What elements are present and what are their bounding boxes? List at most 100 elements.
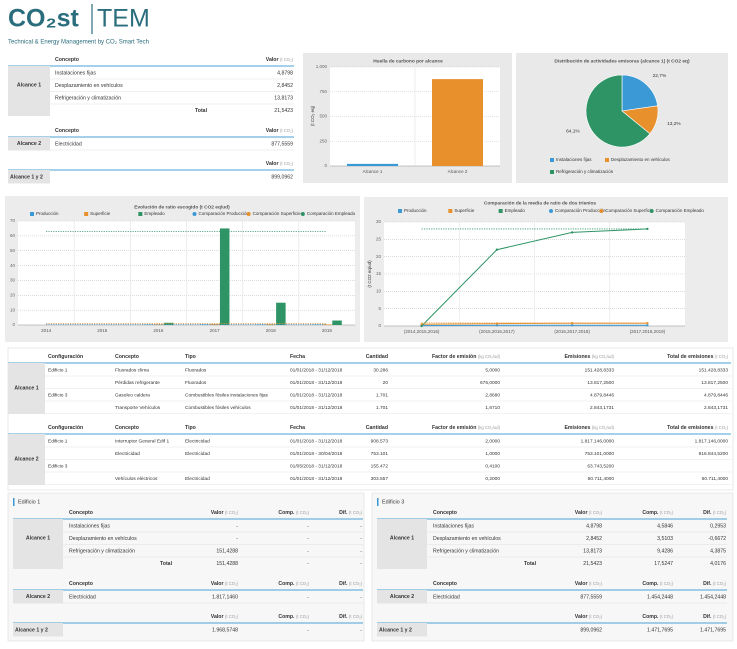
cell: 1.471,7695 [647,627,673,633]
row-label-cell [8,434,45,485]
x-tick-label: Alcance 2 [448,169,468,174]
column-header: Concepto [69,510,93,516]
cell: 2.843,1731 [590,405,614,411]
cell: Refrigeración y climatización [69,548,135,554]
row-label: Alcance 1 [26,536,50,542]
column-header: Tipo [185,354,196,360]
header-label: Valor [575,581,588,587]
column-header: Tipo [185,425,196,431]
column-header: Dif. (t CO₂) [703,581,726,587]
y-tick-label: 25 [376,237,382,242]
header-unit: (t CO₂) [660,510,674,515]
y-tick-label: 10 [376,289,382,294]
column-header: Concepto [69,581,93,587]
column-header: Concepto [433,510,457,516]
row-label: Alcance 1 y 2 [379,627,412,633]
header-unit: (t CO₂) [225,581,239,586]
cell: 2,8680 [485,392,500,398]
column-header: Emisiones (kg CO₂/ud) [564,425,614,431]
cell: - [307,594,309,600]
legend-marker [448,209,453,213]
header-unit: (t CO₂) [296,581,310,586]
panel-title: Edificio 1 [18,499,40,505]
legend-marker [300,212,305,216]
header-label: Valor [211,510,224,516]
y-tick-label: 60 [10,233,16,238]
header-label: Concepto [433,581,457,587]
header-unit: (t CO₂) [280,128,294,133]
y-tick-label: 20 [376,254,382,259]
x-tick-label: (2016,2017,2018) [554,329,590,334]
cell: 13,8173 [274,95,293,101]
point [420,323,423,326]
cell: 01/01/2018 - 30/04/2018 [290,451,343,457]
cell: 01/01/2018 - 31/12/2018 [290,438,343,444]
column-header: Comp. (t CO₂) [278,581,309,587]
cell: 0,4100 [485,463,500,469]
cell: - [360,548,362,554]
header-label: Concepto [69,510,93,516]
cell: 2,8452 [586,536,602,542]
cell: - [360,536,362,542]
logo: CO₂st [8,5,80,33]
point [646,322,649,325]
y-tick-label: 40 [10,263,16,268]
cell: - [236,523,238,529]
row-label-cell [377,519,427,569]
line [421,228,648,327]
column-header: Cantidad [366,425,388,431]
total-label: Total [160,561,173,567]
header-unit: (t CO₂) [349,510,363,515]
cell: 753.101 [371,451,389,457]
x-tick-label: 2019 [322,328,333,333]
tagline: Technical & Energy Management by CO₂ Sma… [8,40,149,46]
cell: 3,5103 [657,536,673,542]
bar [347,163,398,166]
chart-title: Comparación de la media de ratio de dos … [484,200,597,206]
data-label: 64,1% [566,128,580,134]
header-unit: (t CO₂) [280,161,294,166]
header-label: Total de emisiones [667,354,713,360]
column-header: Valor (t CO₂) [211,614,239,620]
cell: 899,0962 [271,174,293,180]
header-label: Valor [211,614,224,620]
row-label-cell [377,590,427,604]
y-tick-label: 5 [378,306,381,311]
column-header: Dif. (t CO₂) [703,510,726,516]
header-label: Concepto [115,354,139,360]
bar [276,302,286,325]
row-label: Alcance 1 [390,536,414,542]
cell: 20 [383,380,389,386]
header-unit: (t CO₂) [589,581,603,586]
x-tick-label: Alcance 1 [363,169,383,174]
y-tick-label: 750 [319,89,327,94]
row-label-cell [13,623,63,637]
bar [332,320,342,325]
chart-title: Distribución de actividades emisoras (al… [554,58,690,64]
cell: 1.454,2448 [700,594,726,600]
column-header: Total de emisiones (t CO₂) [667,425,728,431]
row-label: Alcance 2 [17,141,41,147]
cell: 01/05/2018 - 31/12/2018 [290,463,343,469]
cell: 1.454,2448 [647,594,673,600]
cell: Pérdidas refrigerante [115,380,160,386]
column-header: Valor (t CO₂) [266,161,294,167]
point [646,324,649,327]
bar [322,324,332,325]
cell: 1.817,1460 [212,594,238,600]
header-label: Comp. [642,614,659,620]
cell: - [307,561,309,567]
cell: Electricidad [185,476,210,482]
x-tick-label: (2017,2018,2019) [630,329,666,334]
cell: 877,5559 [271,141,293,147]
cell: 0,2000 [485,476,500,482]
cell: 151.428,8333 [699,367,729,373]
cell: Desplazamiento en vehículos [55,83,123,89]
cell: Desplazamiento en vehículos [69,536,137,542]
cell: Electricidad [185,438,210,444]
header-label: Valor [266,128,279,134]
cell: - [307,523,309,529]
header-label: Tipo [185,354,196,360]
legend-label: Comparación Superficie [253,211,302,216]
